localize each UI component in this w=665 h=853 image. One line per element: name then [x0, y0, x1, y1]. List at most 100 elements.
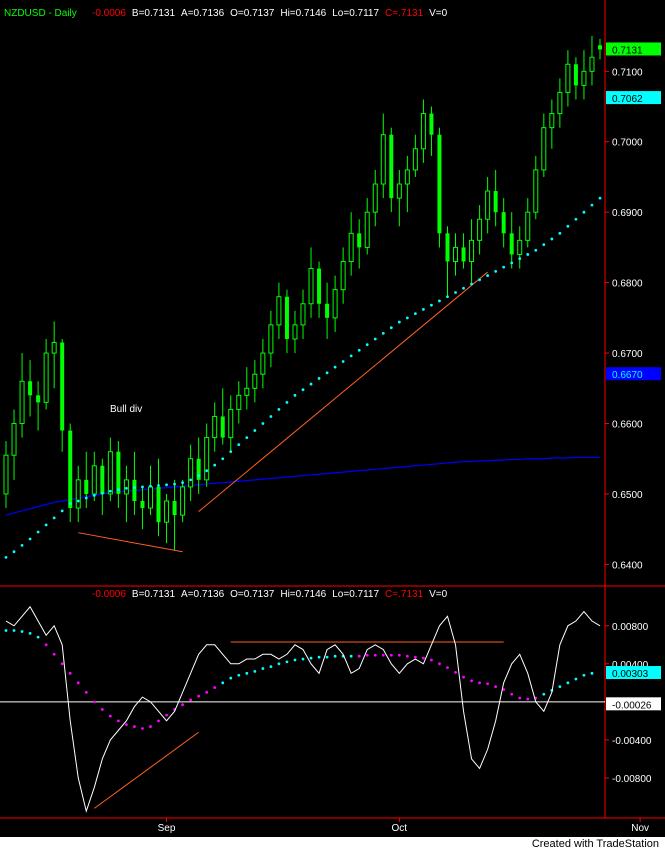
candle-bear — [284, 296, 289, 339]
price-marker — [606, 367, 661, 381]
sar-dot — [574, 217, 578, 221]
signal-dot — [277, 662, 281, 666]
sar-dot — [373, 337, 377, 341]
x-tick-label: Sep — [158, 823, 176, 834]
y-tick-label: 0.6400 — [612, 560, 643, 571]
sar-dot — [141, 485, 144, 489]
sar-dot — [430, 303, 433, 307]
sar-dot — [357, 348, 361, 352]
sar-dot — [4, 555, 8, 559]
signal-dot — [52, 652, 56, 656]
signal-dot — [574, 677, 578, 681]
sar-dot — [494, 269, 498, 273]
annotation-label: Bull div — [110, 404, 142, 415]
candle-bear — [28, 381, 33, 396]
osc-tick-label: 0.00400 — [612, 660, 649, 671]
signal-dot — [325, 655, 329, 659]
footer-text: Created with TradeStation — [531, 838, 659, 850]
sar-dot — [502, 265, 506, 269]
sar-dot — [277, 408, 281, 411]
price-marker-label: 0.6670 — [612, 370, 643, 381]
candle-bear — [60, 342, 65, 431]
sar-dot — [28, 537, 32, 541]
candle-bear — [429, 113, 434, 135]
signal-dot — [446, 666, 449, 670]
sar-dot — [245, 436, 249, 439]
signal-dot — [430, 658, 433, 662]
osc-info-line: -0.0006 B=0.7131 A=0.7136 O=0.7137 Hi=0.7146… — [92, 589, 448, 600]
candle-bull — [236, 394, 242, 410]
candle-bull — [268, 324, 274, 354]
candle-bull — [533, 169, 539, 213]
candle-bear — [317, 268, 322, 304]
info-value: C=.7131 — [385, 589, 424, 600]
sar-dot — [446, 295, 449, 299]
candle-bull — [75, 479, 81, 509]
candle-bull — [364, 211, 370, 248]
sar-dot — [221, 457, 225, 461]
candle-bull — [123, 479, 129, 495]
sar-dot — [333, 365, 337, 369]
sar-dot — [52, 516, 56, 520]
candle-bear — [84, 479, 89, 494]
candle-bear — [437, 134, 442, 234]
info-value: -0.0006 — [92, 589, 126, 600]
sar-dot — [261, 422, 265, 425]
candle-bear — [389, 134, 394, 199]
sar-dot — [20, 543, 24, 547]
candle-bull — [3, 454, 9, 495]
candle-bull — [228, 408, 234, 439]
info-value: O=0.7137 — [230, 8, 275, 19]
candle-bull — [332, 289, 338, 319]
y-tick-label: 0.6900 — [612, 208, 643, 219]
y-tick-label: 0.7000 — [612, 138, 643, 149]
info-value: B=0.7131 — [132, 8, 176, 19]
y-tick-label: 0.6600 — [612, 420, 643, 431]
signal-dot — [590, 671, 594, 675]
signal-dot — [205, 690, 209, 694]
signal-dot — [28, 631, 32, 635]
osc-tick-label: -0.00800 — [612, 774, 652, 785]
sar-dot — [84, 496, 88, 500]
x-tick-label: Nov — [631, 823, 649, 834]
info-value: Lo=0.7117 — [332, 8, 379, 19]
price-panel[interactable]: NZDUSD - Daily -0.0006 B=0.7131 A=0.7136 O=0… — [0, 0, 665, 587]
sar-dot — [44, 523, 48, 527]
candle-bull — [308, 268, 314, 305]
sar-dot — [181, 481, 184, 485]
sar-dot — [149, 484, 152, 488]
candle-bear — [100, 465, 105, 494]
candle-bull — [525, 211, 531, 241]
y-tick-label: 0.6800 — [612, 279, 643, 290]
sar-dot — [125, 486, 128, 490]
sar-dot — [438, 299, 441, 303]
sar-dot — [285, 400, 289, 404]
osc-marker — [606, 697, 661, 711]
sar-dot — [422, 307, 425, 311]
candle-bull — [212, 415, 218, 439]
sar-dot — [534, 248, 538, 252]
candle-bear — [501, 212, 506, 234]
signal-dot — [213, 686, 217, 689]
trendline — [198, 271, 488, 512]
sar-dot — [349, 354, 353, 358]
candle-bull — [292, 324, 298, 340]
sar-dot — [566, 224, 570, 228]
signal-dot — [133, 725, 136, 728]
signal-dot — [558, 685, 562, 689]
info-value: B=0.7131 — [132, 589, 176, 600]
signal-dot — [92, 700, 96, 704]
info-value: A=0.7136 — [181, 589, 225, 600]
candle-bull — [485, 190, 491, 220]
sar-dot — [470, 282, 473, 286]
y-tick-label: 0.7100 — [612, 67, 643, 78]
sar-dot — [68, 502, 72, 506]
osc-marker — [606, 666, 661, 680]
candle-bull — [11, 423, 17, 456]
candle-bull — [276, 296, 282, 326]
signal-dot — [125, 723, 128, 727]
osc-marker-label: -0.00026 — [612, 700, 652, 711]
oscillator-panel[interactable]: -0.0006 B=0.7131 A=0.7136 O=0.7137 Hi=0.7146… — [0, 586, 661, 818]
candle-bull — [19, 380, 25, 425]
